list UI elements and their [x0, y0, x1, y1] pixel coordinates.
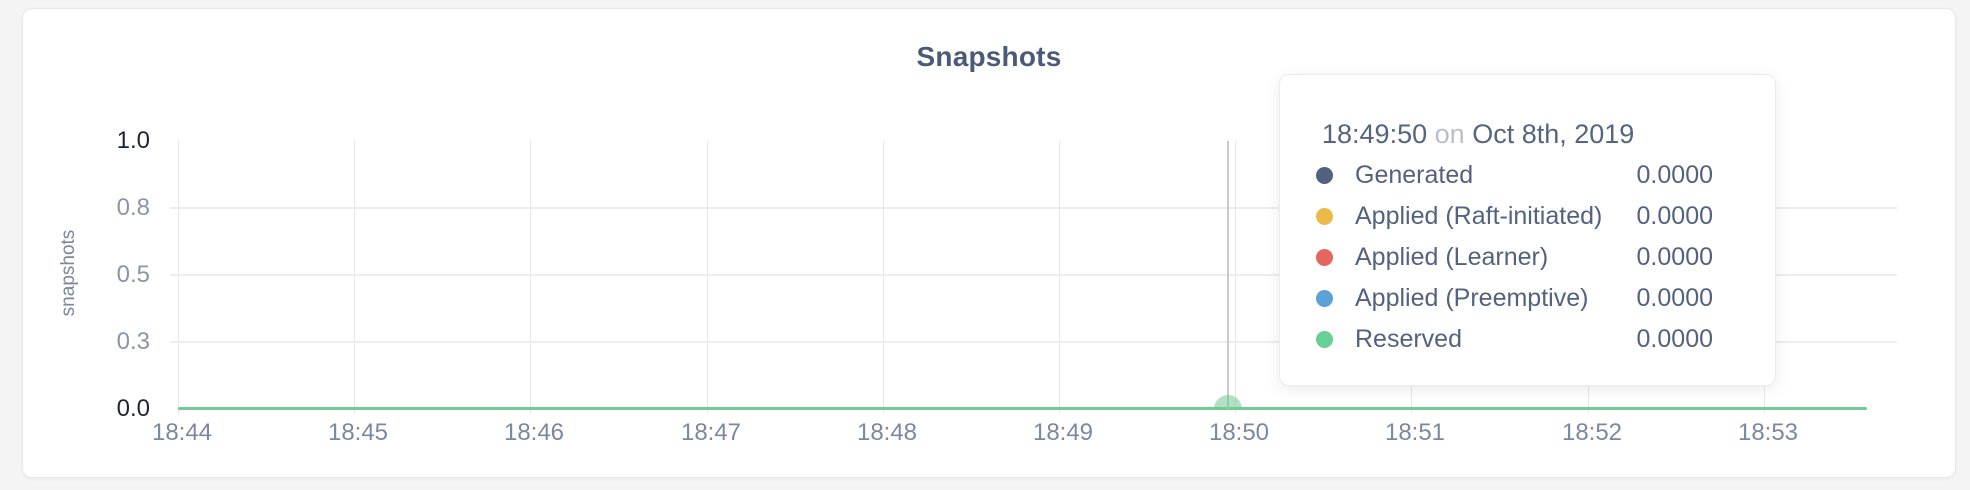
hover-crosshair [1227, 141, 1229, 409]
chart-card: Snapshots snapshots 1.0 0.8 0.5 0.3 0.0 … [22, 8, 1956, 478]
x-tick-label: 18:45 [327, 419, 389, 446]
y-tick-label: 1.0 [116, 127, 150, 154]
gridline-vertical [1235, 141, 1236, 414]
tooltip-time: 18:49:50 [1322, 119, 1428, 149]
x-tick-label: 18:51 [1384, 419, 1446, 446]
series-label: Applied (Preemptive) [1355, 284, 1589, 312]
x-tick-label: 18:44 [151, 419, 213, 446]
series-value: 0.0000 [1636, 161, 1713, 189]
gridline-vertical [1059, 141, 1060, 414]
series-label: Generated [1355, 161, 1474, 189]
tooltip-series-list: Generated 0.0000 Applied (Raft-initiated… [1316, 155, 1713, 360]
x-tick-label: 18:49 [1032, 419, 1094, 446]
tooltip-row-generated: Generated 0.0000 [1316, 155, 1713, 196]
gridline-vertical [530, 141, 531, 414]
series-color-dot [1316, 331, 1333, 348]
gridline-vertical [883, 141, 884, 414]
gridline-horizontal [170, 207, 1897, 209]
hover-point-dot [1214, 395, 1242, 409]
gridline-horizontal [170, 274, 1897, 276]
gridline-vertical [354, 141, 355, 414]
tooltip-timestamp: 18:49:50 on Oct 8th, 2019 [1316, 115, 1713, 153]
series-value: 0.0000 [1636, 325, 1713, 353]
gridline-vertical [178, 141, 179, 414]
series-label: Applied (Raft-initiated) [1355, 202, 1603, 230]
plot-area[interactable]: 1.0 0.8 0.5 0.3 0.0 18:44 18:45 18:46 18… [117, 127, 1897, 446]
x-tick-label: 18:50 [1208, 419, 1270, 446]
tooltip-row-applied-learner: Applied (Learner) 0.0000 [1316, 237, 1713, 278]
tooltip-row-applied-preemptive: Applied (Preemptive) 0.0000 [1316, 278, 1713, 319]
series-color-dot [1316, 208, 1333, 225]
x-tick-label: 18:46 [503, 419, 565, 446]
series-value: 0.0000 [1636, 243, 1713, 271]
y-tick-label: 0.8 [116, 194, 150, 221]
x-tick-label: 18:48 [856, 419, 918, 446]
series-label: Reserved [1355, 325, 1462, 353]
hover-tooltip: 18:49:50 on Oct 8th, 2019 Generated 0.00… [1279, 74, 1776, 386]
series-line-at-zero [178, 407, 1867, 410]
x-tick-label: 18:53 [1737, 419, 1799, 446]
y-tick-label: 0.5 [116, 261, 150, 288]
chart-title: Snapshots [916, 41, 1062, 72]
tooltip-date: Oct 8th, 2019 [1472, 119, 1635, 149]
y-tick-label: 0.3 [116, 328, 150, 355]
y-tick-label: 0.0 [116, 395, 150, 422]
series-color-dot [1316, 167, 1333, 184]
series-label: Applied (Learner) [1355, 243, 1549, 271]
x-tick-label: 18:52 [1561, 419, 1623, 446]
series-color-dot [1316, 249, 1333, 266]
gridline-vertical [707, 141, 708, 414]
series-value: 0.0000 [1636, 284, 1713, 312]
tooltip-row-reserved: Reserved 0.0000 [1316, 319, 1713, 360]
tooltip-conjunction: on [1434, 119, 1465, 149]
gridline-horizontal [170, 341, 1897, 343]
series-value: 0.0000 [1636, 202, 1713, 230]
x-tick-label: 18:47 [680, 419, 742, 446]
tooltip-row-applied-raft: Applied (Raft-initiated) 0.0000 [1316, 196, 1713, 237]
series-color-dot [1316, 290, 1333, 307]
